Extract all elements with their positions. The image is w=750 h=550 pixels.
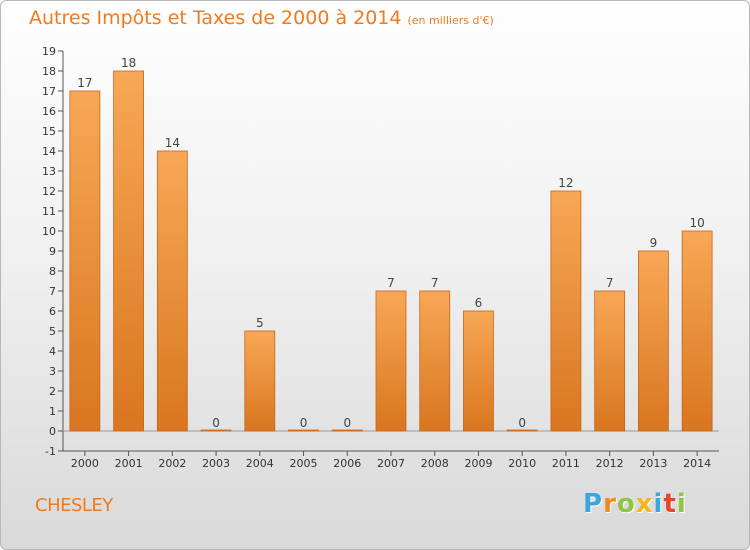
x-tick-label: 2006 (333, 457, 361, 470)
y-tick-label: -1 (45, 445, 56, 458)
bar-2009 (463, 310, 494, 432)
chart-subtitle: (en milliers d'€) (407, 14, 494, 27)
x-tick-label: 2014 (683, 457, 711, 470)
city-label: CHESLEY (35, 495, 113, 516)
data-label: 5 (256, 316, 264, 330)
y-tick-label: 18 (42, 65, 56, 78)
data-label: 17 (77, 76, 92, 90)
y-tick-label: 6 (49, 305, 56, 318)
data-label: 0 (300, 416, 308, 430)
proxiti-logo: Proxiti (583, 489, 687, 519)
y-tick-label: 1 (49, 405, 56, 418)
y-tick-label: 9 (49, 245, 56, 258)
data-label: 18 (121, 56, 136, 70)
y-tick-label: 13 (42, 165, 56, 178)
bar-2006 (331, 429, 363, 432)
y-tick-label: 3 (49, 365, 56, 378)
y-tick-label: 4 (49, 345, 56, 358)
x-tick-label: 2000 (71, 457, 99, 470)
bar-2001 (113, 70, 144, 432)
y-tick-label: 16 (42, 105, 56, 118)
bar-2008 (419, 290, 451, 432)
y-tick-label: 11 (42, 205, 56, 218)
data-label: 6 (475, 296, 483, 310)
y-tick-label: 8 (49, 265, 56, 278)
bar-2000 (69, 90, 101, 432)
data-label: 10 (689, 216, 704, 230)
logo-letter: P (583, 489, 604, 519)
bar-2007 (375, 290, 407, 432)
x-tick-label: 2007 (377, 457, 405, 470)
x-tick-label: 2002 (158, 457, 186, 470)
x-tick-label: 2010 (508, 457, 536, 470)
y-tick-label: 2 (49, 385, 56, 398)
y-tick-label: 10 (42, 225, 56, 238)
bar-2011 (550, 190, 582, 432)
data-label: 0 (343, 416, 351, 430)
y-tick-label: 12 (42, 185, 56, 198)
data-label: 12 (558, 176, 573, 190)
y-tick-label: 15 (42, 125, 56, 138)
bar-2012 (594, 290, 626, 432)
x-tick-label: 2009 (464, 457, 492, 470)
logo-letter: t (663, 489, 677, 519)
bar-2013 (638, 250, 669, 432)
data-label: 7 (606, 276, 614, 290)
data-label: 7 (431, 276, 439, 290)
x-tick-label: 2008 (421, 457, 449, 470)
y-tick-label: 17 (42, 85, 56, 98)
data-label: 9 (650, 236, 658, 250)
bar-2005 (288, 429, 319, 432)
chart-title: Autres Impôts et Taxes de 2000 à 2014 (en… (29, 7, 494, 29)
data-label: 0 (518, 416, 526, 430)
y-tick-label: 7 (49, 285, 56, 298)
data-label: 14 (165, 136, 180, 150)
x-tick-label: 2013 (639, 457, 667, 470)
y-tick-label: 5 (49, 325, 56, 338)
y-tick-label: 14 (42, 145, 56, 158)
logo-letter: i (676, 489, 687, 519)
y-tick-label: 0 (49, 425, 56, 438)
bar-2003 (200, 429, 232, 432)
x-tick-label: 2005 (290, 457, 318, 470)
x-tick-label: 2003 (202, 457, 230, 470)
x-tick-label: 2001 (115, 457, 143, 470)
data-label: 7 (387, 276, 395, 290)
logo-letter: o (616, 489, 636, 519)
bar-2002 (156, 150, 188, 432)
logo-letter: r (603, 489, 617, 519)
x-tick-label: 2004 (246, 457, 274, 470)
data-label: 0 (212, 416, 220, 430)
bar-2010 (506, 429, 538, 432)
logo-letter: i (653, 489, 664, 519)
bar-2004 (244, 330, 276, 432)
chart-title-text: Autres Impôts et Taxes de 2000 à 2014 (29, 7, 402, 29)
x-tick-label: 2011 (552, 457, 580, 470)
logo-letter: x (635, 489, 654, 519)
bar-2014 (681, 230, 713, 432)
y-tick-label: 19 (42, 45, 56, 58)
x-tick-label: 2012 (596, 457, 624, 470)
